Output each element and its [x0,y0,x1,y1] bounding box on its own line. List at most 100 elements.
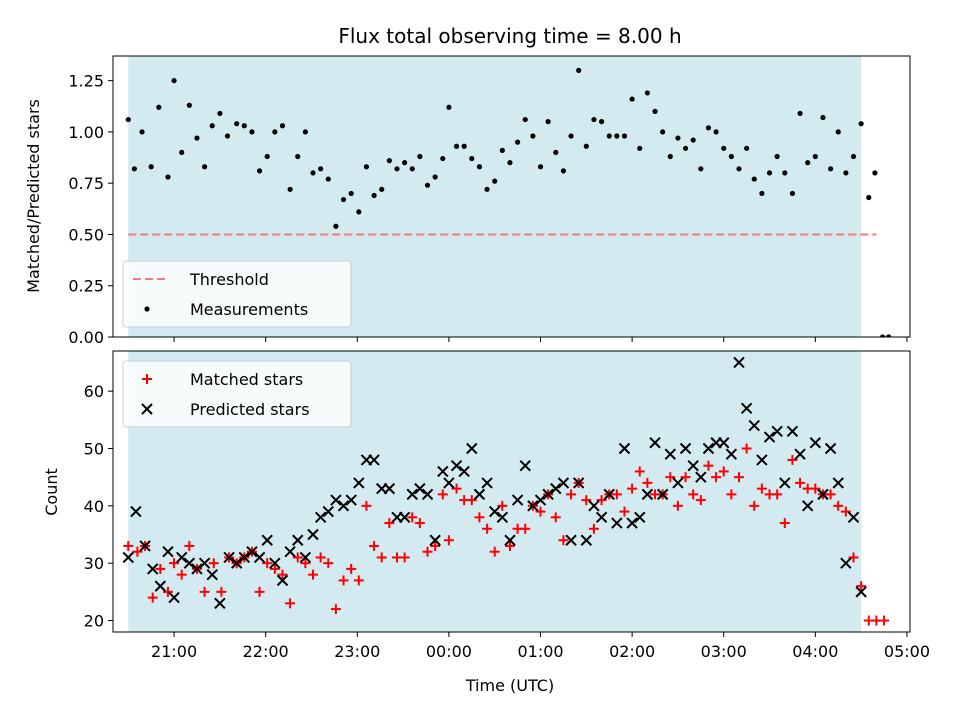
predicted-stars-point [504,534,516,546]
matched-stars-point [466,495,477,506]
predicted-stars-point [588,500,600,512]
measurement-point [476,164,483,170]
matched-stars-point [756,483,767,494]
measurement-point [553,149,559,156]
matched-stars-point [330,604,341,615]
matched-stars-point [369,540,380,551]
matched-stars-point [619,506,630,517]
measurement-point [766,170,773,176]
count-x-tick-label: 21:00 [151,642,197,661]
predicted-stars-point [414,482,426,495]
predicted-stars-point [345,494,357,506]
predicted-stars-point [139,540,151,552]
predicted-stars-point [168,591,180,604]
predicted-stars-point [450,459,463,472]
predicted-stars-point [284,546,296,558]
measurement-point [363,164,370,170]
predicted-stars-point [322,505,334,518]
matched-stars-point [292,552,303,563]
count-x-ticks: 21:00 22:00 23:00 00:00 01:00 02:00 03:00 04:00… [151,632,930,661]
predicted-stars-point [481,477,493,489]
predicted-stars-point [847,511,860,524]
matched-stars-point [199,586,210,597]
measurement-point [469,155,475,162]
predicted-stars-point [527,500,539,512]
predicted-stars-point [679,442,692,455]
ratio-y-axis-label: Matched/Predicted stars [24,99,43,293]
matched-stars-point [162,586,173,597]
matched-stars-point [795,477,806,488]
measurement-point [302,129,308,135]
count-series-matched-stars [123,443,890,626]
matched-stars-point [611,489,622,500]
measurement-point [675,135,681,141]
matched-stars-point [810,483,821,494]
predicted-stars-point [175,551,188,564]
count-y-tick-label: 30 [84,554,104,573]
count-legend-entry: Predicted stars [141,400,310,419]
predicted-stars-point [801,500,814,512]
measurement-point [139,129,145,135]
matched-stars-point [726,489,737,500]
predicted-stars-point [406,488,418,501]
measurement-point [318,166,324,172]
count-x-tick-label: 03:00 [701,642,747,661]
matched-stars-point [300,558,311,569]
measurement-point [797,110,803,117]
matched-stars-point [277,569,288,580]
measurement-legend-swatch [144,306,150,312]
count-y-tick-label: 40 [84,497,104,516]
matched-stars-point [482,523,493,534]
measurement-point [530,133,536,139]
ratio-y-tick-label: 1.25 [68,72,104,91]
matched-stars-point [703,460,714,471]
measurement-point [713,129,719,135]
measurement-point [249,129,255,135]
measurement-point [629,96,635,102]
predicted-stars-point [672,477,684,489]
measurement-point [621,133,628,139]
predicted-stars-point [763,431,776,443]
predicted-legend-swatch [141,403,153,415]
predicted-stars-point [817,488,829,501]
measurement-point [835,129,841,135]
predicted-stars-point [230,557,243,569]
matched-stars-point [123,540,134,551]
predicted-stars-point [534,494,547,506]
measurement-point [148,164,154,170]
matched-stars-point [772,489,783,500]
measurement-point [507,160,513,166]
predicted-stars-point [246,546,258,558]
measurement-point [660,129,666,135]
measurement-point [522,116,528,123]
matched-stars-point [665,472,676,483]
predicted-stars-point [855,586,867,598]
matched-stars-point [672,500,683,511]
predicted-stars-point [748,419,760,432]
predicted-stars-point [299,551,312,564]
count-x-tick-label: 05:00 [884,642,930,661]
matched-stars-point [779,518,790,529]
predicted-stars-point [611,517,623,529]
predicted-stars-point [437,465,449,478]
measurement-point [728,153,734,160]
matched-stars-point [718,466,729,477]
matched-stars-point [353,575,364,586]
measurement-point [744,145,750,151]
measurement-point [386,158,392,164]
measurement-point [156,104,162,110]
ratio-legend-entry: Measurements [144,300,308,319]
measurement-point [545,119,551,125]
matched-stars-point [787,454,798,465]
predicted-stars-point [840,557,852,569]
matched-stars-point [627,483,638,494]
ratio-legend-box [122,260,352,328]
measurement-point [805,160,811,166]
matched-stars-point [749,500,760,511]
predicted-stars-point [183,557,196,569]
count-x-tick-label: 01:00 [517,642,563,661]
measurement-point [606,133,612,139]
predicted-stars-point [832,477,844,489]
matched-stars-point [184,540,195,551]
matched-stars-point [132,546,143,557]
